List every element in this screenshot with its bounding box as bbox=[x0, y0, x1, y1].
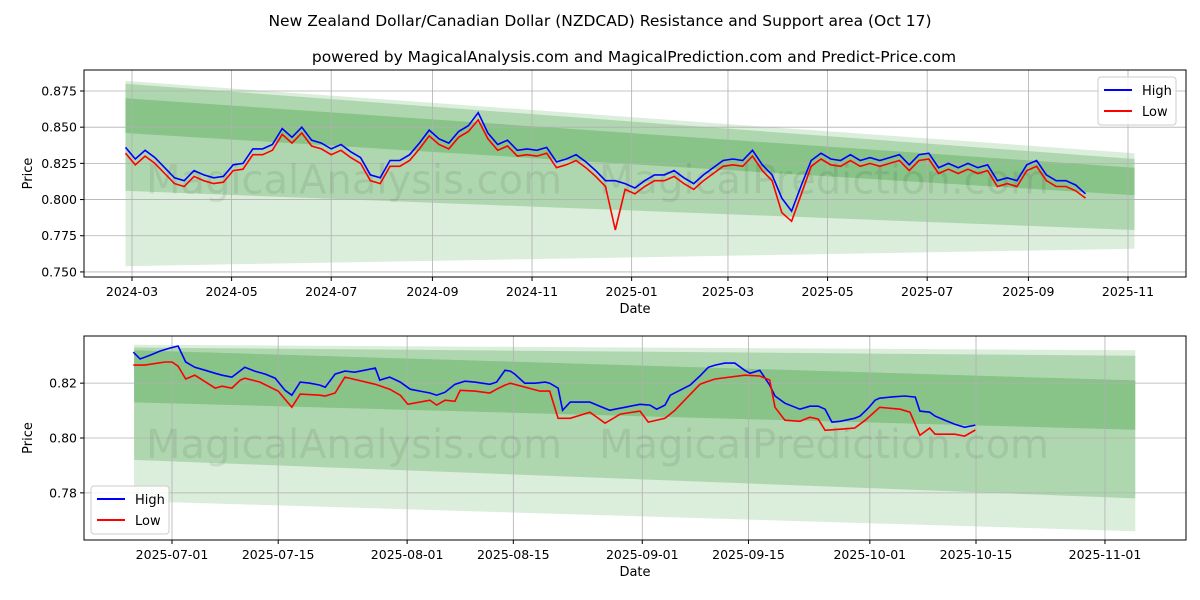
y-tick-label: 0.750 bbox=[41, 264, 77, 279]
support-resistance-band bbox=[134, 347, 1136, 499]
legend-label-low: Low bbox=[1142, 105, 1168, 120]
x-tick-label: 2025-09-15 bbox=[712, 547, 785, 562]
x-tick-label: 2025-08-15 bbox=[477, 547, 550, 562]
plot-area bbox=[84, 70, 1186, 277]
x-tick-label: 2025-05 bbox=[801, 284, 853, 299]
y-axis-label: Price bbox=[21, 422, 36, 454]
x-axis-label: Date bbox=[619, 565, 650, 580]
x-tick-label: 2025-11 bbox=[1102, 284, 1154, 299]
x-tick-label: 2025-11-01 bbox=[1069, 547, 1142, 562]
y-tick-label: 0.775 bbox=[41, 228, 77, 243]
series-line-low bbox=[124, 118, 1086, 231]
x-tick-label: 2025-08-01 bbox=[371, 547, 444, 562]
series-line-high bbox=[132, 345, 976, 429]
x-tick-label: 2024-11 bbox=[506, 284, 558, 299]
y-axis-label: Price bbox=[21, 158, 36, 190]
x-tick-label: 2025-01 bbox=[606, 284, 658, 299]
x-tick-label: 2025-07-01 bbox=[136, 547, 209, 562]
top-chart: 0.750 0.775 0.800 0.825 0.850 0.875 2024-03 202… bbox=[21, 69, 1187, 317]
y-tick-label: 0.82 bbox=[49, 376, 77, 391]
watermark: MagicalAnalysis.com bbox=[146, 422, 562, 468]
y-tick-label: 0.800 bbox=[41, 192, 77, 207]
support-resistance-band bbox=[134, 350, 1136, 430]
x-tick-label: 2025-03 bbox=[702, 284, 754, 299]
legend: High Low bbox=[90, 485, 170, 535]
y-tick-label: 0.850 bbox=[41, 120, 77, 135]
y-tick-label: 0.78 bbox=[49, 485, 77, 500]
support-resistance-band bbox=[125, 83, 1135, 230]
x-axis-label: Date bbox=[619, 302, 650, 317]
x-tick-label: 2024-05 bbox=[205, 284, 257, 299]
bottom-chart: 0.78 0.80 0.82 2025-07-01 2025-07-15 2025-08-… bbox=[21, 335, 1187, 580]
chart-title: New Zealand Dollar/Canadian Dollar (NZDC… bbox=[268, 12, 931, 30]
plot-frame bbox=[83, 335, 1187, 541]
x-tick-label: 2025-09-01 bbox=[606, 547, 679, 562]
series-line-high bbox=[124, 111, 1087, 213]
x-tick-label: 2024-03 bbox=[106, 284, 158, 299]
legend-label-high: High bbox=[1142, 84, 1172, 99]
support-resistance-band bbox=[125, 98, 1135, 196]
chart-subtitle: powered by MagicalAnalysis.com and Magic… bbox=[312, 48, 956, 66]
legend: High Low bbox=[1097, 76, 1177, 126]
x-tick-label: 2025-10-01 bbox=[833, 547, 906, 562]
x-tick-label: 2025-07-15 bbox=[242, 547, 315, 562]
watermark: MagicalAnalysis.com bbox=[146, 158, 562, 204]
x-tick-label: 2025-09 bbox=[1002, 284, 1054, 299]
plot-frame bbox=[83, 69, 1187, 278]
x-tick-label: 2025-10-15 bbox=[940, 547, 1013, 562]
y-tick-label: 0.80 bbox=[49, 431, 77, 446]
legend-label-low: Low bbox=[135, 514, 161, 529]
series-line-low bbox=[133, 361, 976, 437]
y-tick-label: 0.825 bbox=[41, 156, 77, 171]
legend-label-high: High bbox=[135, 493, 165, 508]
x-tick-label: 2025-07 bbox=[901, 284, 953, 299]
y-tick-label: 0.875 bbox=[41, 83, 77, 98]
x-tick-label: 2024-09 bbox=[406, 284, 458, 299]
x-tick-label: 2024-07 bbox=[305, 284, 357, 299]
